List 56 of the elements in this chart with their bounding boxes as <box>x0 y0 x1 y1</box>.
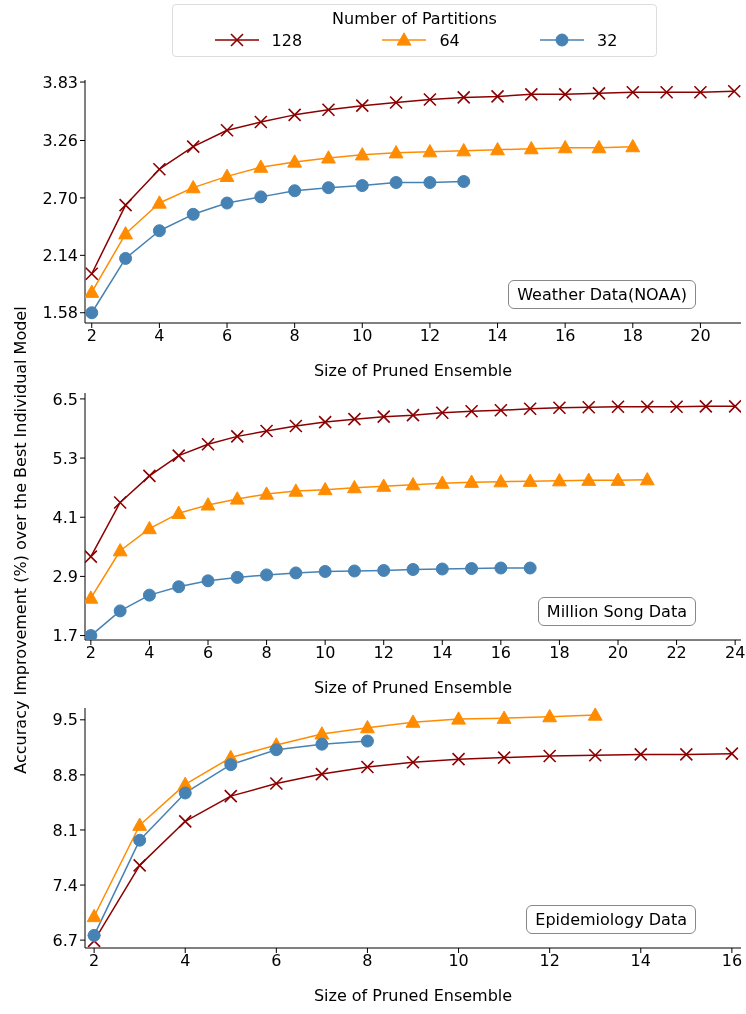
y-tick-label: 5.3 <box>52 448 78 468</box>
x-tick-label: 20 <box>607 643 629 663</box>
y-tick-label: 9.5 <box>52 710 78 730</box>
y-tick-label: 2.70 <box>42 188 78 208</box>
x-tick-label: 20 <box>690 326 711 346</box>
x-tick-label: 16 <box>490 643 512 663</box>
x-tick-label: 16 <box>721 951 743 971</box>
x-tick-label: 18 <box>549 643 570 663</box>
y-tick-label: 1.58 <box>42 303 78 323</box>
x-tick-label: 14 <box>487 326 508 346</box>
x-tick-label: 2 <box>89 951 100 971</box>
y-tick-label: 4.1 <box>52 507 78 527</box>
annotation: Weather Data(NOAA) <box>508 280 696 309</box>
x-tick-label: 6 <box>202 643 214 663</box>
legend-title: Number of Partitions <box>331 9 498 28</box>
x-axis-title: Size of Pruned Ensemble <box>313 986 513 1005</box>
x-tick-label: 8 <box>289 326 300 346</box>
x-tick-label: 4 <box>154 326 165 346</box>
x-tick-label: 4 <box>144 643 155 663</box>
x-tick-label: 2 <box>85 643 96 663</box>
x-tick-label: 24 <box>724 643 746 663</box>
legend-label: 128 <box>271 30 303 50</box>
y-axis-title: Accuracy Improvement (%) over the Best Individual Model <box>10 306 30 774</box>
x-tick-label: 14 <box>432 643 453 663</box>
x-tick-label: 12 <box>539 951 560 971</box>
x-tick-label: 10 <box>314 643 336 663</box>
x-tick-label: 12 <box>419 326 441 346</box>
y-tick-label: 6.5 <box>52 389 78 409</box>
x-tick-label: 18 <box>622 326 643 346</box>
x-tick-label: 10 <box>352 326 373 346</box>
x-tick-label: 12 <box>373 643 394 663</box>
y-tick-label: 1.7 <box>52 626 78 646</box>
x-tick-label: 2 <box>86 326 97 346</box>
x-tick-label: 4 <box>180 951 191 971</box>
x-tick-label: 6 <box>221 326 233 346</box>
x-tick-label: 22 <box>666 643 687 663</box>
y-tick-label: 8.1 <box>52 820 78 840</box>
annotation: Million Song Data <box>537 597 696 626</box>
y-tick-label: 2.9 <box>52 567 78 587</box>
x-tick-label: 10 <box>448 951 469 971</box>
y-tick-label: 3.26 <box>42 131 78 151</box>
x-tick-label: 14 <box>630 951 651 971</box>
legend-label: 64 <box>439 30 460 50</box>
y-tick-label: 7.4 <box>52 875 78 895</box>
x-axis-title: Size of Pruned Ensemble <box>313 361 513 380</box>
legend-label: 32 <box>596 30 618 50</box>
y-tick-label: 6.7 <box>52 930 78 950</box>
x-tick-label: 8 <box>261 643 272 663</box>
y-tick-label: 8.8 <box>52 765 78 785</box>
y-tick-label: 2.14 <box>42 246 78 266</box>
x-tick-label: 8 <box>362 951 373 971</box>
y-tick-label: 3.83 <box>42 72 78 92</box>
x-tick-label: 6 <box>271 951 282 971</box>
annotation: Epidemiology Data <box>526 905 696 934</box>
x-tick-label: 16 <box>554 326 576 346</box>
x-axis-title: Size of Pruned Ensemble <box>313 678 513 697</box>
